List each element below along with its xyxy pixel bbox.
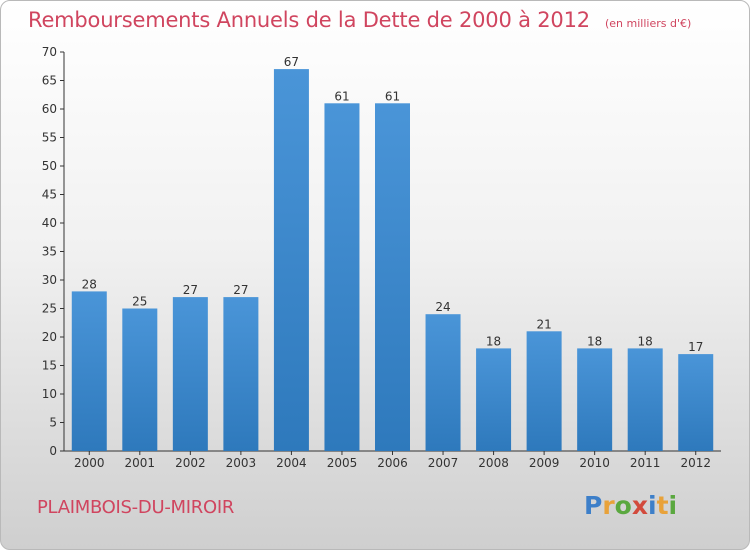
x-tick-label: 2004 <box>276 456 307 470</box>
y-tick-label: 10 <box>42 387 57 401</box>
bar-value-label: 67 <box>284 55 299 69</box>
logo-letter: i <box>648 491 657 520</box>
y-tick-label: 15 <box>42 359 57 373</box>
place-name: PLAIMBOIS-DU-MIROIR <box>37 497 235 518</box>
x-tick-label: 2001 <box>125 456 156 470</box>
logo-letter: P <box>584 491 603 520</box>
chart-title: Remboursements Annuels de la Dette de 20… <box>28 8 590 32</box>
bar-value-label: 18 <box>587 334 602 348</box>
y-tick-label: 0 <box>49 444 57 458</box>
y-tick-label: 20 <box>42 330 57 344</box>
bar-value-label: 61 <box>334 89 349 103</box>
x-tick-label: 2010 <box>579 456 610 470</box>
bar <box>476 348 512 451</box>
y-tick-label: 50 <box>42 159 57 173</box>
x-tick-label: 2006 <box>377 456 408 470</box>
x-tick-label: 2009 <box>529 456 560 470</box>
y-tick-label: 5 <box>49 416 57 430</box>
bar <box>172 297 208 451</box>
x-tick-label: 2003 <box>226 456 257 470</box>
bar-value-label: 17 <box>688 340 703 354</box>
x-tick-label: 2005 <box>327 456 358 470</box>
bar-value-label: 27 <box>233 283 248 297</box>
bar-value-label: 27 <box>183 283 198 297</box>
x-tick-label: 2008 <box>478 456 509 470</box>
logo-letter: i <box>668 491 678 520</box>
bar-value-label: 18 <box>638 334 653 348</box>
logo-letter: r <box>602 491 615 520</box>
x-tick-label: 2000 <box>74 456 105 470</box>
axes: 0 5 10 15 20 25 30 35 40 45 50 55 60 65 70 2000 2001 2002… <box>42 45 721 470</box>
logo-letter: x <box>631 491 648 520</box>
y-tick-label: 35 <box>42 245 57 259</box>
proxiti-logo: Proxiti <box>584 491 677 520</box>
bar-value-label: 24 <box>435 300 450 314</box>
y-tick-label: 25 <box>42 302 57 316</box>
y-tick-label: 30 <box>42 273 57 287</box>
bar <box>577 348 613 451</box>
bar-value-label: 25 <box>132 295 147 309</box>
bar <box>122 308 158 451</box>
bar <box>627 348 663 451</box>
logo-letter: t <box>656 491 669 520</box>
x-tick-label: 2011 <box>630 456 661 470</box>
bars <box>71 69 714 452</box>
y-tick-label: 55 <box>42 131 57 145</box>
bar <box>273 69 309 451</box>
bar-value-label: 28 <box>82 277 97 291</box>
bar <box>678 354 714 451</box>
y-tick-label: 65 <box>42 74 57 88</box>
bar <box>526 331 562 451</box>
bar-value-label: 61 <box>385 89 400 103</box>
bar-value-label: 21 <box>536 317 551 331</box>
title-row: Remboursements Annuels de la Dette de 20… <box>28 8 691 32</box>
bar-value-label: 18 <box>486 334 501 348</box>
logo-letter: o <box>614 491 632 520</box>
chart-unit: (en milliers d'€) <box>605 17 692 30</box>
bar <box>425 314 461 451</box>
bar <box>71 291 107 451</box>
x-tick-label: 2012 <box>680 456 711 470</box>
bar <box>223 297 259 451</box>
bar <box>324 103 360 452</box>
y-tick-label: 70 <box>42 45 57 59</box>
bar <box>375 103 410 452</box>
y-tick-label: 40 <box>42 216 57 230</box>
data-labels: 28 25 27 27 67 61 61 24 18 21 18 18 17 <box>82 55 704 354</box>
x-tick-label: 2002 <box>175 456 206 470</box>
x-tick-label: 2007 <box>428 456 459 470</box>
y-tick-label: 60 <box>42 102 57 116</box>
y-tick-label: 45 <box>42 188 57 202</box>
